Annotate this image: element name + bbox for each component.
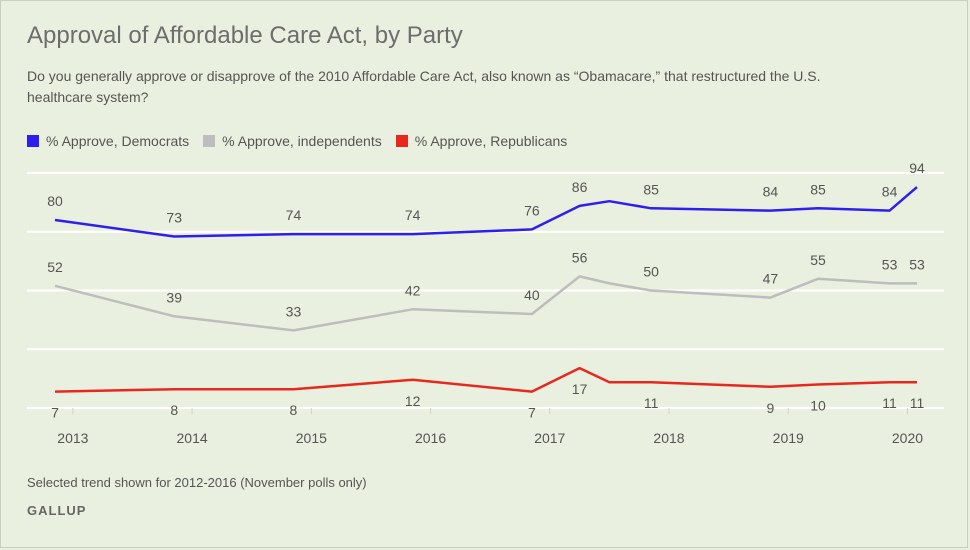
data-label-s1-2: 33	[286, 303, 302, 319]
data-label-s0-5: 86	[572, 179, 588, 195]
data-label-s2-9: 10	[810, 398, 826, 414]
series-line-2	[54, 366, 917, 393]
legend-label-independents: % Approve, independents	[222, 133, 382, 149]
data-label-s1-1: 39	[166, 289, 182, 305]
data-label-s2-8: 9	[766, 400, 774, 416]
x-tick-label-2015: 2015	[296, 430, 327, 446]
legend-swatch-republicans	[395, 135, 408, 147]
x-tick-label-2019: 2019	[773, 430, 804, 446]
legend-label-republicans: % Approve, Republicans	[414, 133, 568, 149]
series-line-0	[54, 186, 918, 238]
data-label-s0-4: 76	[524, 202, 540, 218]
x-tick-label-2020: 2020	[892, 430, 923, 446]
data-label-s2-0: 7	[51, 405, 59, 421]
data-label-s1-9: 55	[810, 252, 826, 268]
data-label-s2-1: 8	[170, 402, 178, 418]
x-tick-label-2016: 2016	[415, 430, 446, 446]
data-label-s0-8: 84	[763, 184, 779, 200]
data-label-s1-3: 42	[405, 282, 421, 298]
data-label-s1-11: 53	[909, 256, 925, 272]
legend: % Approve, Democrats % Approve, independ…	[27, 133, 567, 149]
data-label-s2-4: 7	[528, 405, 536, 421]
legend-swatch-democrats	[27, 135, 39, 147]
data-label-s1-10: 53	[882, 256, 898, 272]
data-label-s0-10: 84	[882, 184, 898, 200]
legend-item-independents: % Approve, independents	[203, 133, 382, 149]
legend-item-republicans: % Approve, Republicans	[395, 133, 568, 149]
gallup-logo: GALLUP	[27, 503, 87, 518]
data-label-s2-7: 11	[644, 395, 659, 411]
data-label-s1-4: 40	[524, 287, 540, 303]
data-label-s2-5: 17	[572, 381, 588, 397]
data-label-s1-8: 47	[763, 271, 779, 287]
legend-item-democrats: % Approve, Democrats	[27, 133, 189, 149]
data-label-s2-3: 12	[405, 393, 421, 409]
x-tick-label-2014: 2014	[177, 430, 208, 446]
data-label-s1-5: 56	[572, 249, 588, 265]
legend-swatch-independents	[203, 135, 216, 147]
data-label-s1-7: 50	[643, 264, 659, 280]
data-label-s0-1: 73	[166, 209, 182, 225]
data-label-s2-10: 11	[882, 395, 897, 411]
series-line-1	[54, 275, 917, 332]
data-label-s0-0: 80	[47, 193, 63, 209]
data-label-s2-2: 8	[290, 402, 298, 418]
data-label-s1-0: 52	[47, 259, 63, 275]
footnote: Selected trend shown for 2012-2016 (Nove…	[27, 475, 367, 490]
data-label-s2-11: 11	[910, 395, 925, 411]
data-label-s0-7: 85	[643, 181, 659, 197]
x-tick-label-2018: 2018	[653, 430, 684, 446]
data-label-s0-2: 74	[286, 207, 302, 223]
chart-subtitle: Do you generally approve or disapprove o…	[27, 68, 821, 105]
legend-label-democrats: % Approve, Democrats	[46, 133, 190, 149]
data-label-s0-3: 74	[405, 207, 421, 223]
data-label-s0-9: 85	[810, 181, 826, 197]
data-label-s0-11: 94	[909, 160, 925, 176]
x-tick-label-2013: 2013	[57, 430, 88, 446]
chart-title: Approval of Affordable Care Act, by Part…	[27, 22, 463, 49]
x-tick-label-2017: 2017	[534, 430, 565, 446]
